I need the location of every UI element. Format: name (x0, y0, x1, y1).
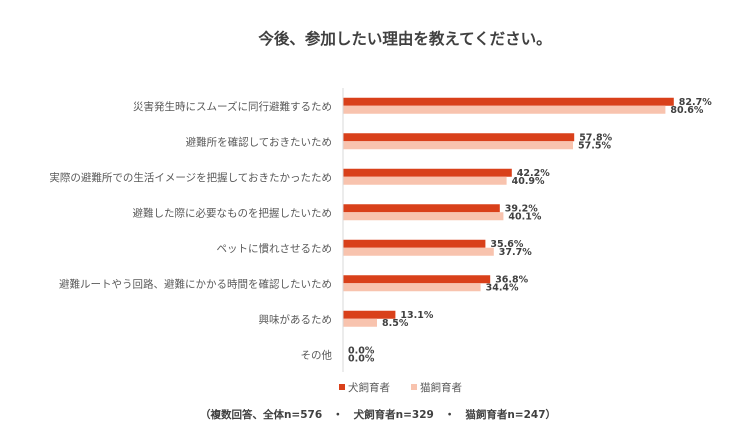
data-label: 57.8% (579, 132, 612, 143)
data-label: 80.6% (670, 105, 703, 116)
data-label: 39.2% (505, 203, 538, 214)
bar-dog-owners (343, 275, 491, 284)
legend: 犬飼育者 猫飼育者 (339, 381, 462, 394)
bar-dog-owners (343, 168, 512, 177)
value-labels: 82.7%80.6% 57.8%57.5% 42.2%40.9% 39.2%40.1%… (348, 97, 712, 365)
bar-dog-owners (343, 310, 396, 319)
category-label: 災害発生時にスムーズに同行避難するため (133, 100, 332, 113)
bar-cat-owners (343, 176, 507, 185)
data-label: 34.4% (486, 282, 519, 293)
data-label: 40.9% (512, 176, 545, 187)
bar-dog-owners (343, 97, 674, 106)
bar-dog-owners (343, 239, 486, 248)
bar-cat-owners (343, 247, 494, 256)
data-label: 57.5% (578, 140, 611, 151)
data-label: 37.7% (499, 247, 532, 258)
bar-dog-owners (343, 133, 575, 142)
bar-cat-owners (343, 212, 504, 221)
category-label: 避難ルートやう回路、避難にかかる時間を確認したいため (59, 277, 332, 290)
bars (343, 97, 674, 327)
bar-dog-owners (343, 204, 500, 213)
category-label: 興味があるため (259, 313, 333, 326)
data-label: 13.1% (400, 310, 433, 321)
data-label: 8.5% (382, 318, 409, 329)
data-label: 0.0% (348, 345, 375, 356)
legend-label: 猫飼育者 (420, 381, 462, 394)
bar-cat-owners (343, 283, 481, 292)
data-label: 42.2% (517, 168, 550, 179)
chart-title: 今後、参加したい理由を教えてください。 (258, 29, 551, 48)
data-label: 35.6% (490, 239, 523, 250)
data-label: 0.0% (348, 353, 375, 364)
data-label: 36.8% (495, 274, 528, 285)
legend-label: 犬飼育者 (348, 381, 390, 394)
bar-cat-owners (343, 141, 573, 150)
category-label: 実際の避難所での生活イメージを把握しておきたかったため (49, 171, 332, 184)
data-label: 82.7% (679, 97, 712, 108)
category-label: その他 (301, 348, 333, 361)
bar-cat-owners (343, 318, 377, 327)
bar-cat-owners (343, 105, 666, 114)
category-label: 避難所を確認しておきたいため (186, 135, 332, 148)
category-label: 避難した際に必要なものを把握したいため (133, 206, 333, 219)
category-labels: 災害発生時にスムーズに同行避難するため避難所を確認しておきたいため実際の避難所で… (49, 100, 332, 362)
legend-swatch (339, 384, 345, 390)
data-label: 40.1% (508, 211, 541, 222)
legend-swatch (411, 384, 417, 390)
category-label: ペットに慣れさせるため (217, 243, 333, 255)
sample-size-note: （複数回答、全体n=576 ・ 犬飼育者n=329 ・ 猫飼育者n=247） (200, 408, 556, 421)
